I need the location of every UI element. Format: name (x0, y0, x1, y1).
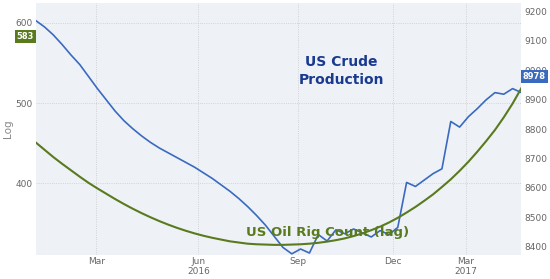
Y-axis label: Log: Log (3, 120, 13, 138)
Text: 8978: 8978 (523, 72, 546, 81)
Text: 583: 583 (17, 32, 34, 41)
Text: US Crude
Production: US Crude Production (299, 55, 384, 87)
Text: US Oil Rig Count (lag): US Oil Rig Count (lag) (245, 226, 409, 239)
